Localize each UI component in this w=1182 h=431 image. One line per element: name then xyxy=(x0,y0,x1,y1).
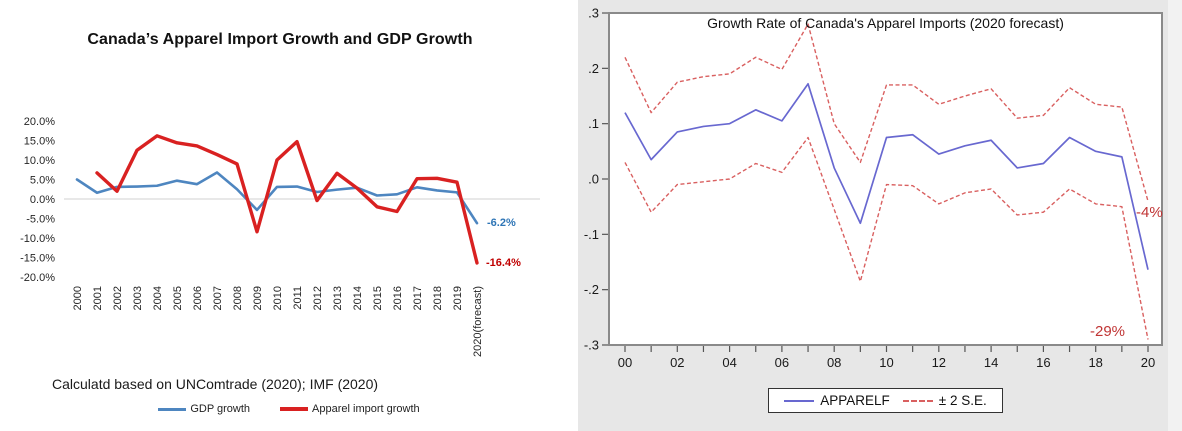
x-axis-tick-label: 20 xyxy=(1141,355,1155,370)
legend-item-gdp-growth: GDP growth xyxy=(158,403,250,415)
left-chart-legend: GDP growth Apparel import growth xyxy=(0,403,578,415)
lower-band-end-annotation: -29% xyxy=(1090,323,1126,340)
x-axis-tick-label: 2011 xyxy=(292,286,304,310)
y-axis-tick-label: 20.0% xyxy=(24,116,55,128)
y-axis-tick-label: 0.0% xyxy=(30,194,55,206)
x-axis-tick-label: 02 xyxy=(670,355,684,370)
y-axis-tick-label: -.1 xyxy=(584,227,599,242)
y-axis-tick-label: -.2 xyxy=(584,282,599,297)
y-axis-tick-label: -10.0% xyxy=(20,233,55,245)
x-axis-tick-label: 04 xyxy=(722,355,736,370)
apparelf-line-swatch xyxy=(784,399,815,402)
apparel-end-value-label: -16.4% xyxy=(486,257,521,269)
legend-label: Apparel import growth xyxy=(312,403,420,415)
legend-item-2se: ± 2 S.E. xyxy=(902,393,987,408)
x-axis-tick-label: 2014 xyxy=(352,286,364,310)
right-chart-plot: .3 .2 .1 .0 -.1 -.2 -.3 00 02 04 06 08 10 12 14 16 18 20 xyxy=(584,6,1163,370)
upper-2se-band-line xyxy=(624,23,1149,202)
x-axis-tick-label: 2015 xyxy=(372,286,384,310)
x-axis-tick-label: 2005 xyxy=(172,286,184,310)
y-axis-tick-label: .0 xyxy=(588,172,599,187)
y-axis-tick-label: -5.0% xyxy=(26,214,55,226)
x-axis-tick-label: 2007 xyxy=(212,286,224,310)
x-axis-tick-label: 2020(forecast) xyxy=(472,286,484,357)
x-axis-tick-label: 2000 xyxy=(72,286,84,310)
y-axis-tick-label: 5.0% xyxy=(30,175,55,187)
right-chart-panel: .3.2.1.0 -.1 -.2 -.3 00 02 04 06 08 10 12 14 16 18 20 … xyxy=(578,0,1182,431)
x-axis-tick-label: 2002 xyxy=(112,286,124,310)
apparelf-line xyxy=(624,82,1149,270)
x-axis-tick-label: 2017 xyxy=(412,286,424,310)
apparel-import-growth-line xyxy=(95,134,479,265)
legend-item-apparel-import-growth: Apparel import growth xyxy=(280,403,420,415)
x-axis-tick-label: 16 xyxy=(1036,355,1050,370)
y-axis-tick-label: -.3 xyxy=(584,337,599,352)
x-axis-tick-label: 2016 xyxy=(392,286,404,310)
x-axis-tick-label: 00 xyxy=(618,355,632,370)
se-band-swatch xyxy=(902,399,933,402)
x-axis-tick-label: 14 xyxy=(984,355,998,370)
right-chart-title: Growth Rate of Canada's Apparel Imports … xyxy=(707,15,1064,31)
gdp-line-swatch xyxy=(158,407,187,411)
y-axis-tick-label: 15.0% xyxy=(24,136,55,148)
y-axis-tick-label: -20.0% xyxy=(20,272,55,284)
x-axis-tick-label: 10 xyxy=(879,355,893,370)
x-axis-tick-label: 12 xyxy=(932,355,946,370)
legend-label: APPARELF xyxy=(820,393,890,408)
left-chart-panel: Canada’s Apparel Import Growth and GDP G… xyxy=(0,0,578,431)
x-axis-tick-label: 2018 xyxy=(432,286,444,310)
left-chart-plot: 20.0% 15.0% 10.0% 5.0% 0.0% -5.0% -10.0% -15.0%… xyxy=(20,116,540,357)
left-chart-title: Canada’s Apparel Import Growth and GDP G… xyxy=(87,31,473,48)
x-axis-tick-label: 06 xyxy=(775,355,789,370)
legend-label: ± 2 S.E. xyxy=(938,393,987,408)
gdp-end-value-label: -6.2% xyxy=(487,217,516,229)
apparel-line-swatch xyxy=(280,407,309,411)
legend-label: GDP growth xyxy=(190,403,251,415)
x-axis-tick-label: 2009 xyxy=(252,286,264,310)
x-axis-tick-label: 2013 xyxy=(332,286,344,310)
x-axis-tick-label: 2006 xyxy=(192,286,204,310)
x-axis-tick-label: 2003 xyxy=(132,286,144,310)
legend-item-apparelf: APPARELF xyxy=(784,393,890,408)
y-axis-tick-label: .3 xyxy=(588,6,599,21)
y-axis-tick-label: .2 xyxy=(588,61,599,76)
source-note: Calculatd based on UNComtrade (2020); IM… xyxy=(52,376,379,392)
x-axis-tick-label: 2008 xyxy=(232,286,244,310)
x-axis-tick-label: 2012 xyxy=(312,286,324,310)
y-axis-tick-label: 10.0% xyxy=(24,155,55,167)
x-axis-tick-label: 2019 xyxy=(452,286,464,310)
y-axis-tick-label: .1 xyxy=(588,116,599,131)
x-axis-tick-label: 18 xyxy=(1088,355,1102,370)
upper-band-end-annotation: -4% xyxy=(1136,204,1163,221)
panel-edge-strip xyxy=(1168,0,1182,431)
lower-2se-band-line xyxy=(624,136,1149,340)
plot-frame xyxy=(608,12,1163,346)
x-axis-tick-label: 2004 xyxy=(152,286,164,310)
x-axis-tick-label: 08 xyxy=(827,355,841,370)
x-axis-tick-label: 2001 xyxy=(92,286,104,310)
y-axis-tick-label: -15.0% xyxy=(20,253,55,265)
right-chart-legend: APPARELF ± 2 S.E. xyxy=(768,388,1003,413)
x-axis-tick-label: 2010 xyxy=(272,286,284,310)
